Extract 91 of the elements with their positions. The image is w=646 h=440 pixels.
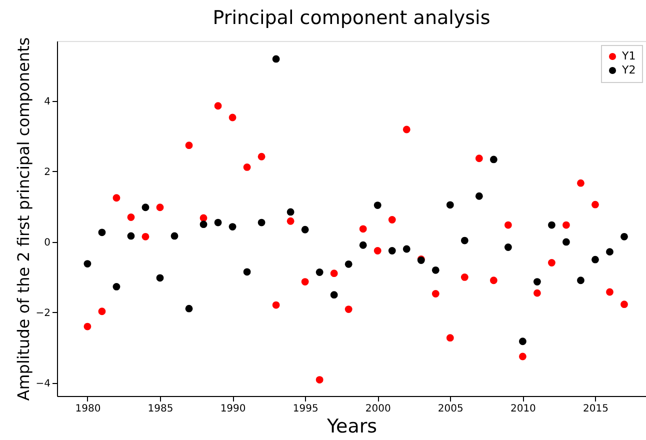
- point: [330, 291, 338, 299]
- point: [200, 214, 208, 222]
- point: [374, 202, 382, 209]
- point: [548, 259, 556, 266]
- point: [301, 278, 309, 286]
- point: [214, 102, 222, 110]
- point: [301, 226, 309, 234]
- point: [620, 300, 628, 308]
- point: [388, 247, 396, 254]
- point: [258, 218, 266, 226]
- point: [475, 154, 483, 162]
- x-axis-title: Years: [326, 416, 378, 438]
- point: [402, 126, 410, 134]
- point: [606, 288, 614, 296]
- point: [316, 268, 324, 276]
- point: [518, 352, 526, 360]
- point: [490, 156, 498, 164]
- point: [432, 290, 440, 298]
- x-tick-label: 1995: [292, 404, 318, 414]
- point: [446, 201, 454, 209]
- point: [562, 221, 570, 229]
- y-tick-label: −2: [36, 308, 50, 319]
- point: [156, 204, 164, 212]
- x-tick-label: 2005: [438, 404, 464, 414]
- point: [402, 245, 410, 253]
- point: [127, 232, 135, 240]
- point: [200, 220, 208, 228]
- point: [446, 334, 454, 342]
- point: [359, 241, 367, 249]
- x-tick-label: 1980: [75, 404, 101, 414]
- point: [258, 152, 266, 160]
- point: [388, 216, 396, 224]
- point: [533, 289, 541, 297]
- point: [330, 270, 338, 278]
- y-tick-label: 2: [44, 166, 50, 178]
- point: [98, 228, 106, 236]
- point: [432, 266, 440, 274]
- y-tick-label: 0: [44, 237, 50, 248]
- point: [84, 260, 92, 268]
- point: [286, 208, 294, 216]
- point: [460, 236, 468, 244]
- point: [562, 238, 570, 246]
- chart-title: Principal component analysis: [212, 7, 490, 30]
- point: [98, 308, 106, 316]
- point: [533, 278, 541, 286]
- point: [490, 276, 498, 284]
- point: [504, 244, 512, 251]
- x-tick-label: 2010: [510, 404, 536, 414]
- point: [243, 164, 251, 171]
- point: [127, 214, 135, 221]
- point: [243, 268, 251, 276]
- x-tick-label: 1985: [148, 404, 174, 414]
- point: [286, 217, 294, 225]
- point: [548, 221, 556, 229]
- point: [228, 114, 236, 122]
- point: [504, 221, 512, 229]
- point: [344, 306, 352, 313]
- y-tick-label: −4: [36, 378, 50, 390]
- point: [592, 200, 599, 208]
- x-tick-label: 1990: [220, 404, 246, 414]
- point: [142, 232, 150, 240]
- x-tick-label: 2000: [365, 404, 391, 414]
- point: [228, 223, 236, 230]
- point: [359, 225, 367, 233]
- legend-label: Y1: [621, 50, 636, 62]
- point: [475, 192, 483, 200]
- point: [620, 232, 628, 240]
- point: [272, 301, 280, 309]
- y-tick-label: 4: [44, 96, 50, 108]
- point: [606, 248, 614, 256]
- point: [374, 247, 382, 254]
- point: [577, 179, 584, 187]
- point: [170, 232, 178, 240]
- legend-label: Y2: [621, 64, 636, 76]
- y-axis-title: Amplitude of the 2 first principal components: [14, 37, 33, 401]
- point: [156, 274, 164, 282]
- point: [112, 194, 120, 202]
- point: [142, 204, 150, 212]
- point: [272, 55, 280, 63]
- point: [518, 338, 526, 346]
- point: [316, 376, 324, 384]
- point: [577, 276, 584, 284]
- x-tick-label: 2015: [583, 404, 608, 414]
- point: [460, 273, 468, 281]
- point: [112, 283, 120, 290]
- point: [592, 256, 599, 264]
- point: [214, 218, 222, 226]
- point: [185, 142, 193, 150]
- point: [344, 260, 352, 268]
- point: [185, 304, 193, 312]
- point: [84, 322, 92, 330]
